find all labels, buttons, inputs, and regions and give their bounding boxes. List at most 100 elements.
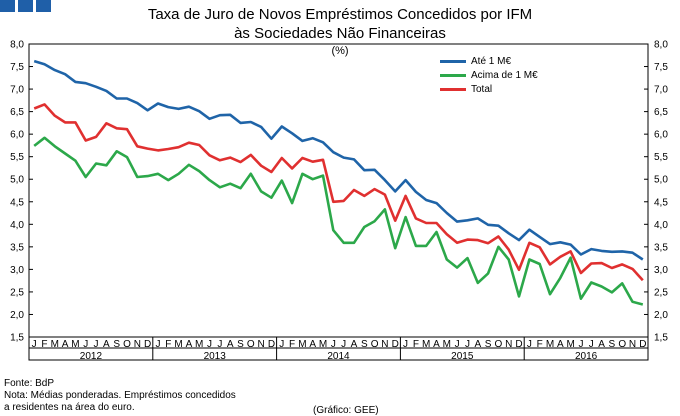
chart-title-line1: Taxa de Juro de Novos Empréstimos Conced…	[147, 6, 533, 23]
header-logo	[0, 0, 51, 12]
x-month-label: N	[505, 339, 512, 350]
x-month-label: D	[268, 339, 275, 350]
y-tick-label-left: 4,0	[10, 220, 24, 231]
plot-frame	[28, 43, 649, 338]
legend-swatch	[440, 87, 466, 91]
x-year-label: 2014	[327, 351, 350, 362]
y-tick-label-right: 5,0	[654, 175, 668, 186]
x-month-label: J	[455, 339, 460, 350]
x-month-label: A	[351, 339, 358, 350]
y-tick-label-left: 2,5	[10, 287, 24, 298]
x-month-label: A	[598, 339, 605, 350]
x-month-label: A	[433, 339, 440, 350]
x-month-label: D	[639, 339, 646, 350]
chart-title-line2: às Sociedades Não Financeiras	[234, 25, 446, 42]
x-month-label: S	[361, 339, 368, 350]
y-tick-label-right: 6,5	[654, 107, 668, 118]
x-month-label: J	[578, 339, 583, 350]
legend-item-series-2: Acima de 1 M€	[440, 68, 538, 82]
x-month-label: J	[83, 339, 88, 350]
y-tick-label-left: 6,0	[10, 130, 24, 141]
y-tick-label-right: 2,0	[654, 310, 668, 321]
x-month-label: A	[309, 339, 316, 350]
legend-label: Até 1 M€	[471, 55, 512, 67]
x-month-label: M	[298, 339, 306, 350]
x-month-label: S	[609, 339, 616, 350]
x-month-label: O	[123, 339, 131, 350]
x-month-label: A	[103, 339, 110, 350]
x-month-label: F	[41, 339, 47, 350]
x-month-label: J	[94, 339, 99, 350]
x-year-label: 2013	[204, 351, 227, 362]
y-tick-label-right: 4,0	[654, 220, 668, 231]
y-tick-label-right: 7,0	[654, 85, 668, 96]
series-line-2	[33, 136, 644, 306]
y-tick-label-left: 4,5	[10, 197, 24, 208]
x-month-label: M	[319, 339, 327, 350]
x-month-label: M	[443, 339, 451, 350]
x-month-label: F	[537, 339, 543, 350]
source-note: Fonte: BdP	[4, 378, 55, 389]
x-month-label: S	[485, 339, 492, 350]
y-tick-label-left: 2,0	[10, 310, 24, 321]
y-tick-label-right: 3,5	[654, 242, 668, 253]
x-month-label: M	[174, 339, 182, 350]
logo-square	[0, 0, 15, 12]
x-month-label: O	[247, 339, 255, 350]
x-month-label: O	[618, 339, 626, 350]
x-month-label: A	[474, 339, 481, 350]
logo-square	[18, 0, 33, 12]
y-tick-label-left: 5,5	[10, 152, 24, 163]
x-month-label: N	[258, 339, 265, 350]
x-month-label: F	[413, 339, 419, 350]
x-month-label: D	[515, 339, 522, 350]
chart-credit: (Gráfico: GEE)	[313, 405, 379, 416]
y-tick-label-left: 3,5	[10, 242, 24, 253]
x-month-label: J	[589, 339, 594, 350]
y-tick-label-right: 7,5	[654, 62, 668, 73]
y-tick-label-right: 2,5	[654, 287, 668, 298]
x-month-label: N	[134, 339, 141, 350]
x-month-label: J	[155, 339, 160, 350]
methodology-note-line2: a residentes na área do euro.	[4, 402, 135, 413]
x-year-label: 2016	[575, 351, 598, 362]
logo-square	[36, 0, 51, 12]
y-tick-label-right: 6,0	[654, 130, 668, 141]
y-tick-label-left: 7,5	[10, 62, 24, 73]
y-tick-label-right: 1,5	[654, 333, 668, 344]
x-month-label: J	[32, 339, 37, 350]
x-month-label: F	[165, 339, 171, 350]
x-month-label: M	[195, 339, 203, 350]
x-month-label: S	[237, 339, 244, 350]
legend-swatch	[440, 73, 466, 77]
x-month-label: O	[495, 339, 503, 350]
x-month-label: M	[566, 339, 574, 350]
x-month-label: J	[527, 339, 532, 350]
legend-swatch	[440, 59, 466, 63]
x-month-label: D	[144, 339, 151, 350]
chart-legend: Até 1 M€ Acima de 1 M€ Total	[440, 54, 538, 96]
x-month-label: M	[546, 339, 554, 350]
y-tick-label-right: 3,0	[654, 265, 668, 276]
x-month-label: A	[62, 339, 69, 350]
legend-label: Acima de 1 M€	[471, 69, 538, 81]
y-tick-label-left: 5,0	[10, 175, 24, 186]
x-month-label: J	[279, 339, 284, 350]
methodology-note-line1: Nota: Médias ponderadas. Empréstimos con…	[4, 390, 236, 401]
x-month-label: O	[371, 339, 379, 350]
x-month-label: A	[186, 339, 193, 350]
y-tick-label-left: 6,5	[10, 107, 24, 118]
y-tick-label-right: 5,5	[654, 152, 668, 163]
x-month-label: F	[289, 339, 295, 350]
y-tick-label-left: 8,0	[10, 40, 24, 51]
x-month-label: N	[629, 339, 636, 350]
x-month-label: A	[557, 339, 564, 350]
chart-unit: (%)	[331, 45, 349, 57]
y-tick-label-right: 4,5	[654, 197, 668, 208]
y-tick-label-left: 7,0	[10, 85, 24, 96]
y-tick-label-right: 8,0	[654, 40, 668, 51]
legend-item-series-1: Até 1 M€	[440, 54, 538, 68]
x-year-label: 2012	[80, 351, 103, 362]
series-line-1	[33, 59, 644, 261]
